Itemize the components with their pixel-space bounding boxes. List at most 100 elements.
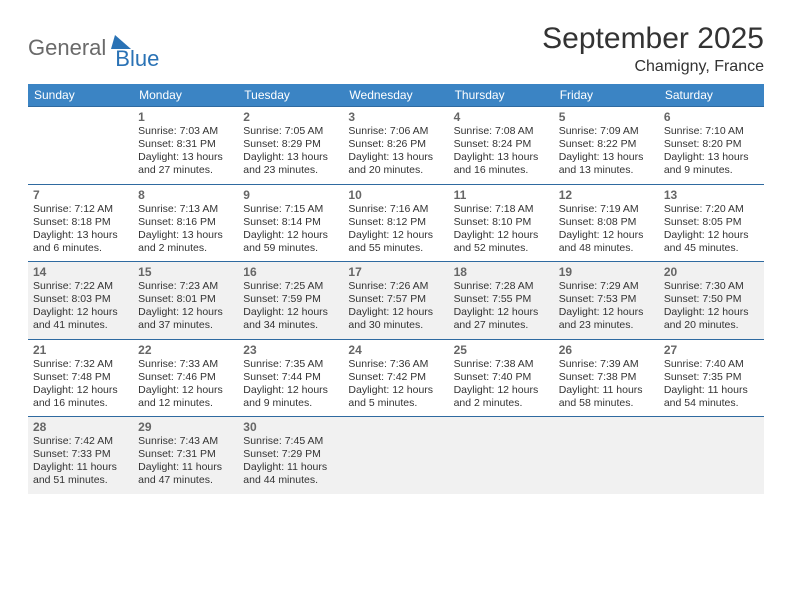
daylight-line: and 2 minutes. xyxy=(454,397,549,410)
sunset-line: Sunset: 8:12 PM xyxy=(348,216,443,229)
sunrise-line: Sunrise: 7:30 AM xyxy=(664,280,759,293)
day-cell xyxy=(659,417,764,494)
daylight-line: and 59 minutes. xyxy=(243,242,338,255)
day-cell: 2Sunrise: 7:05 AMSunset: 8:29 PMDaylight… xyxy=(238,107,343,185)
sunrise-line: Sunrise: 7:06 AM xyxy=(348,125,443,138)
day-cell: 23Sunrise: 7:35 AMSunset: 7:44 PMDayligh… xyxy=(238,339,343,417)
day-cell: 4Sunrise: 7:08 AMSunset: 8:24 PMDaylight… xyxy=(449,107,554,185)
sunset-line: Sunset: 7:59 PM xyxy=(243,293,338,306)
sunset-line: Sunset: 7:55 PM xyxy=(454,293,549,306)
daylight-line: and 23 minutes. xyxy=(559,319,654,332)
daylight-line: Daylight: 12 hours xyxy=(454,229,549,242)
daylight-line: Daylight: 11 hours xyxy=(664,384,759,397)
sunset-line: Sunset: 8:18 PM xyxy=(33,216,128,229)
day-number: 9 xyxy=(243,188,338,202)
daylight-line: and 37 minutes. xyxy=(138,319,233,332)
sunset-line: Sunset: 7:40 PM xyxy=(454,371,549,384)
dow-cell: Thursday xyxy=(449,84,554,107)
sunset-line: Sunset: 7:35 PM xyxy=(664,371,759,384)
day-number: 21 xyxy=(33,343,128,357)
daylight-line: Daylight: 11 hours xyxy=(138,461,233,474)
day-cell: 3Sunrise: 7:06 AMSunset: 8:26 PMDaylight… xyxy=(343,107,448,185)
daylight-line: and 44 minutes. xyxy=(243,474,338,487)
sunrise-line: Sunrise: 7:40 AM xyxy=(664,358,759,371)
daylight-line: Daylight: 12 hours xyxy=(454,306,549,319)
day-cell: 26Sunrise: 7:39 AMSunset: 7:38 PMDayligh… xyxy=(554,339,659,417)
sunrise-line: Sunrise: 7:42 AM xyxy=(33,435,128,448)
daylight-line: and 12 minutes. xyxy=(138,397,233,410)
sunrise-line: Sunrise: 7:33 AM xyxy=(138,358,233,371)
daylight-line: Daylight: 12 hours xyxy=(454,384,549,397)
sunset-line: Sunset: 8:16 PM xyxy=(138,216,233,229)
sunrise-line: Sunrise: 7:32 AM xyxy=(33,358,128,371)
daylight-line: and 16 minutes. xyxy=(33,397,128,410)
sunrise-line: Sunrise: 7:39 AM xyxy=(559,358,654,371)
day-cell: 7Sunrise: 7:12 AMSunset: 8:18 PMDaylight… xyxy=(28,184,133,262)
day-number: 6 xyxy=(664,110,759,124)
sunset-line: Sunset: 7:38 PM xyxy=(559,371,654,384)
daylight-line: Daylight: 13 hours xyxy=(348,151,443,164)
day-number: 14 xyxy=(33,265,128,279)
day-cell: 17Sunrise: 7:26 AMSunset: 7:57 PMDayligh… xyxy=(343,262,448,340)
daylight-line: Daylight: 12 hours xyxy=(664,306,759,319)
logo: General Blue xyxy=(28,26,159,70)
daylight-line: Daylight: 12 hours xyxy=(138,306,233,319)
daylight-line: and 5 minutes. xyxy=(348,397,443,410)
day-number: 10 xyxy=(348,188,443,202)
day-cell: 5Sunrise: 7:09 AMSunset: 8:22 PMDaylight… xyxy=(554,107,659,185)
sunset-line: Sunset: 7:46 PM xyxy=(138,371,233,384)
dow-cell: Saturday xyxy=(659,84,764,107)
week-row: 7Sunrise: 7:12 AMSunset: 8:18 PMDaylight… xyxy=(28,184,764,262)
daylight-line: and 48 minutes. xyxy=(559,242,654,255)
daylight-line: Daylight: 11 hours xyxy=(559,384,654,397)
daylight-line: Daylight: 12 hours xyxy=(243,229,338,242)
day-cell: 27Sunrise: 7:40 AMSunset: 7:35 PMDayligh… xyxy=(659,339,764,417)
daylight-line: and 23 minutes. xyxy=(243,164,338,177)
day-cell: 22Sunrise: 7:33 AMSunset: 7:46 PMDayligh… xyxy=(133,339,238,417)
week-row: 14Sunrise: 7:22 AMSunset: 8:03 PMDayligh… xyxy=(28,262,764,340)
sunset-line: Sunset: 7:44 PM xyxy=(243,371,338,384)
sunrise-line: Sunrise: 7:43 AM xyxy=(138,435,233,448)
sunset-line: Sunset: 8:26 PM xyxy=(348,138,443,151)
week-row: 28Sunrise: 7:42 AMSunset: 7:33 PMDayligh… xyxy=(28,417,764,494)
sunrise-line: Sunrise: 7:09 AM xyxy=(559,125,654,138)
day-number: 11 xyxy=(454,188,549,202)
day-number: 27 xyxy=(664,343,759,357)
sunset-line: Sunset: 8:22 PM xyxy=(559,138,654,151)
sunrise-line: Sunrise: 7:13 AM xyxy=(138,203,233,216)
daylight-line: Daylight: 12 hours xyxy=(243,306,338,319)
daylight-line: Daylight: 12 hours xyxy=(664,229,759,242)
sunset-line: Sunset: 7:42 PM xyxy=(348,371,443,384)
day-number: 12 xyxy=(559,188,654,202)
daylight-line: Daylight: 13 hours xyxy=(559,151,654,164)
daylight-line: and 13 minutes. xyxy=(559,164,654,177)
day-cell: 29Sunrise: 7:43 AMSunset: 7:31 PMDayligh… xyxy=(133,417,238,494)
calendar-table: Sunday Monday Tuesday Wednesday Thursday… xyxy=(28,84,764,494)
day-number: 16 xyxy=(243,265,338,279)
daylight-line: and 47 minutes. xyxy=(138,474,233,487)
sunrise-line: Sunrise: 7:18 AM xyxy=(454,203,549,216)
day-cell xyxy=(28,107,133,185)
daylight-line: and 16 minutes. xyxy=(454,164,549,177)
daylight-line: and 27 minutes. xyxy=(454,319,549,332)
daylight-line: and 45 minutes. xyxy=(664,242,759,255)
sunset-line: Sunset: 7:57 PM xyxy=(348,293,443,306)
daylight-line: Daylight: 13 hours xyxy=(138,151,233,164)
logo-word-2: Blue xyxy=(115,46,159,72)
week-row: 21Sunrise: 7:32 AMSunset: 7:48 PMDayligh… xyxy=(28,339,764,417)
daylight-line: and 58 minutes. xyxy=(559,397,654,410)
dow-cell: Tuesday xyxy=(238,84,343,107)
day-cell xyxy=(343,417,448,494)
day-number: 26 xyxy=(559,343,654,357)
sunset-line: Sunset: 8:31 PM xyxy=(138,138,233,151)
sunrise-line: Sunrise: 7:36 AM xyxy=(348,358,443,371)
day-number: 18 xyxy=(454,265,549,279)
daylight-line: and 20 minutes. xyxy=(348,164,443,177)
sunrise-line: Sunrise: 7:22 AM xyxy=(33,280,128,293)
day-cell xyxy=(554,417,659,494)
dow-cell: Sunday xyxy=(28,84,133,107)
sunrise-line: Sunrise: 7:05 AM xyxy=(243,125,338,138)
sunset-line: Sunset: 8:10 PM xyxy=(454,216,549,229)
daylight-line: and 34 minutes. xyxy=(243,319,338,332)
sunrise-line: Sunrise: 7:28 AM xyxy=(454,280,549,293)
